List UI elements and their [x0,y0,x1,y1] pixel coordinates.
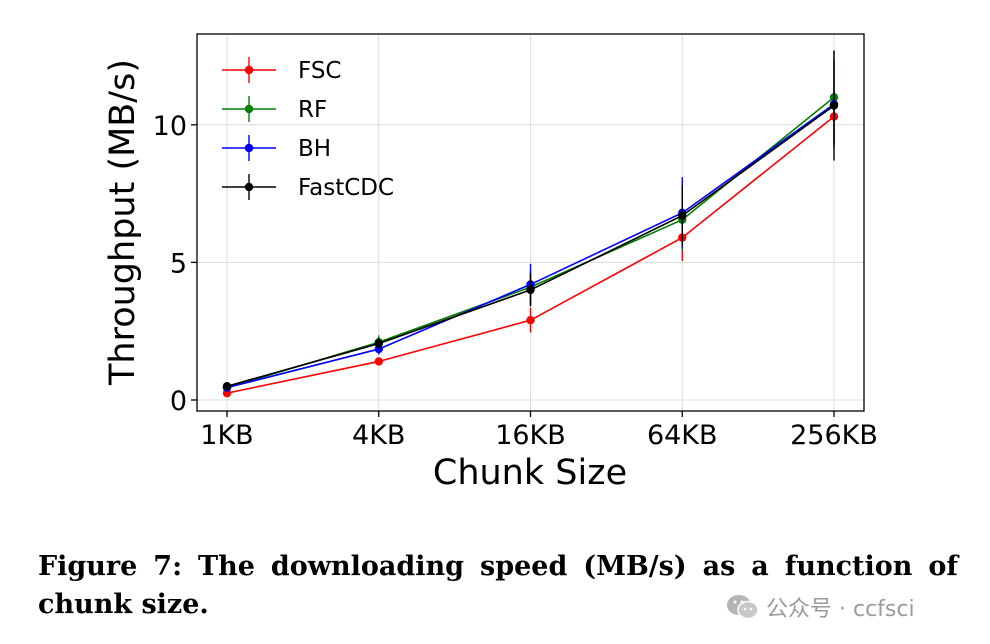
watermark: 公众号 · ccfsci [726,591,915,623]
x-tick-label: 1KB [200,420,253,451]
legend-item-fsc: FSC [222,57,341,84]
series-fastcdc [222,50,839,391]
y-axis-title: Throughput (MB/s) [103,59,143,386]
data-point [222,382,232,391]
x-tick-label: 256KB [790,420,878,451]
x-tick-label: 4KB [352,420,405,451]
legend: FSC RF BH FastCDC [222,57,394,201]
wechat-icon [727,595,759,620]
chart: 1KB 4KB 16KB 64KB 256KB 0 5 10 Chunk Size Thro… [103,33,878,493]
legend-marker [244,65,254,75]
legend-label: FastCDC [298,175,394,201]
figure-caption: Figure 7: The downloading speed (MB/s) a… [38,551,958,620]
grid [197,34,864,411]
legend-label: FSC [298,58,341,84]
y-tick-label: 10 [153,111,187,142]
data-point [526,285,535,295]
watermark-text: 公众号 · ccfsci [766,597,915,622]
data-point [374,339,383,348]
x-tick-label: 64KB [647,420,718,451]
data-point [829,101,839,110]
legend-label: BH [298,136,331,162]
x-axis: 1KB 4KB 16KB 64KB 256KB [200,411,878,451]
legend-label: RF [298,97,327,123]
legend-item-bh: BH [222,135,331,162]
y-axis: 0 5 10 [153,111,197,417]
legend-marker [244,182,254,192]
legend-item-fastcdc: FastCDC [222,174,394,201]
data-point [678,211,687,220]
data-point [374,357,383,366]
data-point [526,315,535,325]
y-tick-label: 0 [170,386,187,417]
legend-marker [244,143,254,153]
legend-marker [244,104,254,114]
legend-item-rf: RF [222,96,327,123]
x-axis-title: Chunk Size [433,453,627,493]
y-tick-label: 5 [170,248,187,279]
x-tick-label: 16KB [495,420,566,451]
plot-series [222,50,839,398]
